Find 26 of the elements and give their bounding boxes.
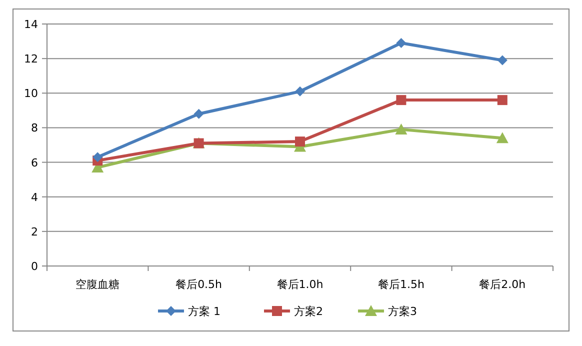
y-tick-label: 14 bbox=[24, 18, 38, 31]
y-tick-label: 6 bbox=[31, 156, 38, 170]
y-tick-label: 0 bbox=[31, 260, 38, 273]
point bbox=[396, 38, 406, 48]
x-tick-label: 空腹血糖 bbox=[76, 278, 120, 291]
x-tick-label: 餐后2.0h bbox=[479, 278, 526, 291]
y-tick-label: 10 bbox=[24, 87, 38, 100]
point bbox=[295, 86, 305, 96]
point bbox=[395, 123, 408, 134]
legend-label: 方案2 bbox=[294, 305, 323, 318]
point bbox=[194, 108, 204, 119]
y-tick-label: 12 bbox=[24, 52, 38, 66]
x-tick-label: 餐后0.5h bbox=[176, 278, 222, 291]
point bbox=[396, 95, 406, 106]
y-tick-label: 2 bbox=[31, 225, 38, 238]
legend-label: 方案 1 bbox=[188, 305, 220, 318]
y-tick-label: 8 bbox=[31, 122, 38, 135]
x-tick-label: 餐后1.5h bbox=[378, 278, 424, 291]
y-tick-label: 4 bbox=[31, 190, 38, 204]
point bbox=[92, 152, 103, 162]
point bbox=[497, 95, 508, 106]
legend-label: 方案3 bbox=[388, 305, 417, 318]
x-tick-label: 餐后1.0h bbox=[276, 278, 324, 291]
point bbox=[496, 132, 508, 144]
point bbox=[295, 136, 305, 147]
point bbox=[497, 55, 508, 66]
